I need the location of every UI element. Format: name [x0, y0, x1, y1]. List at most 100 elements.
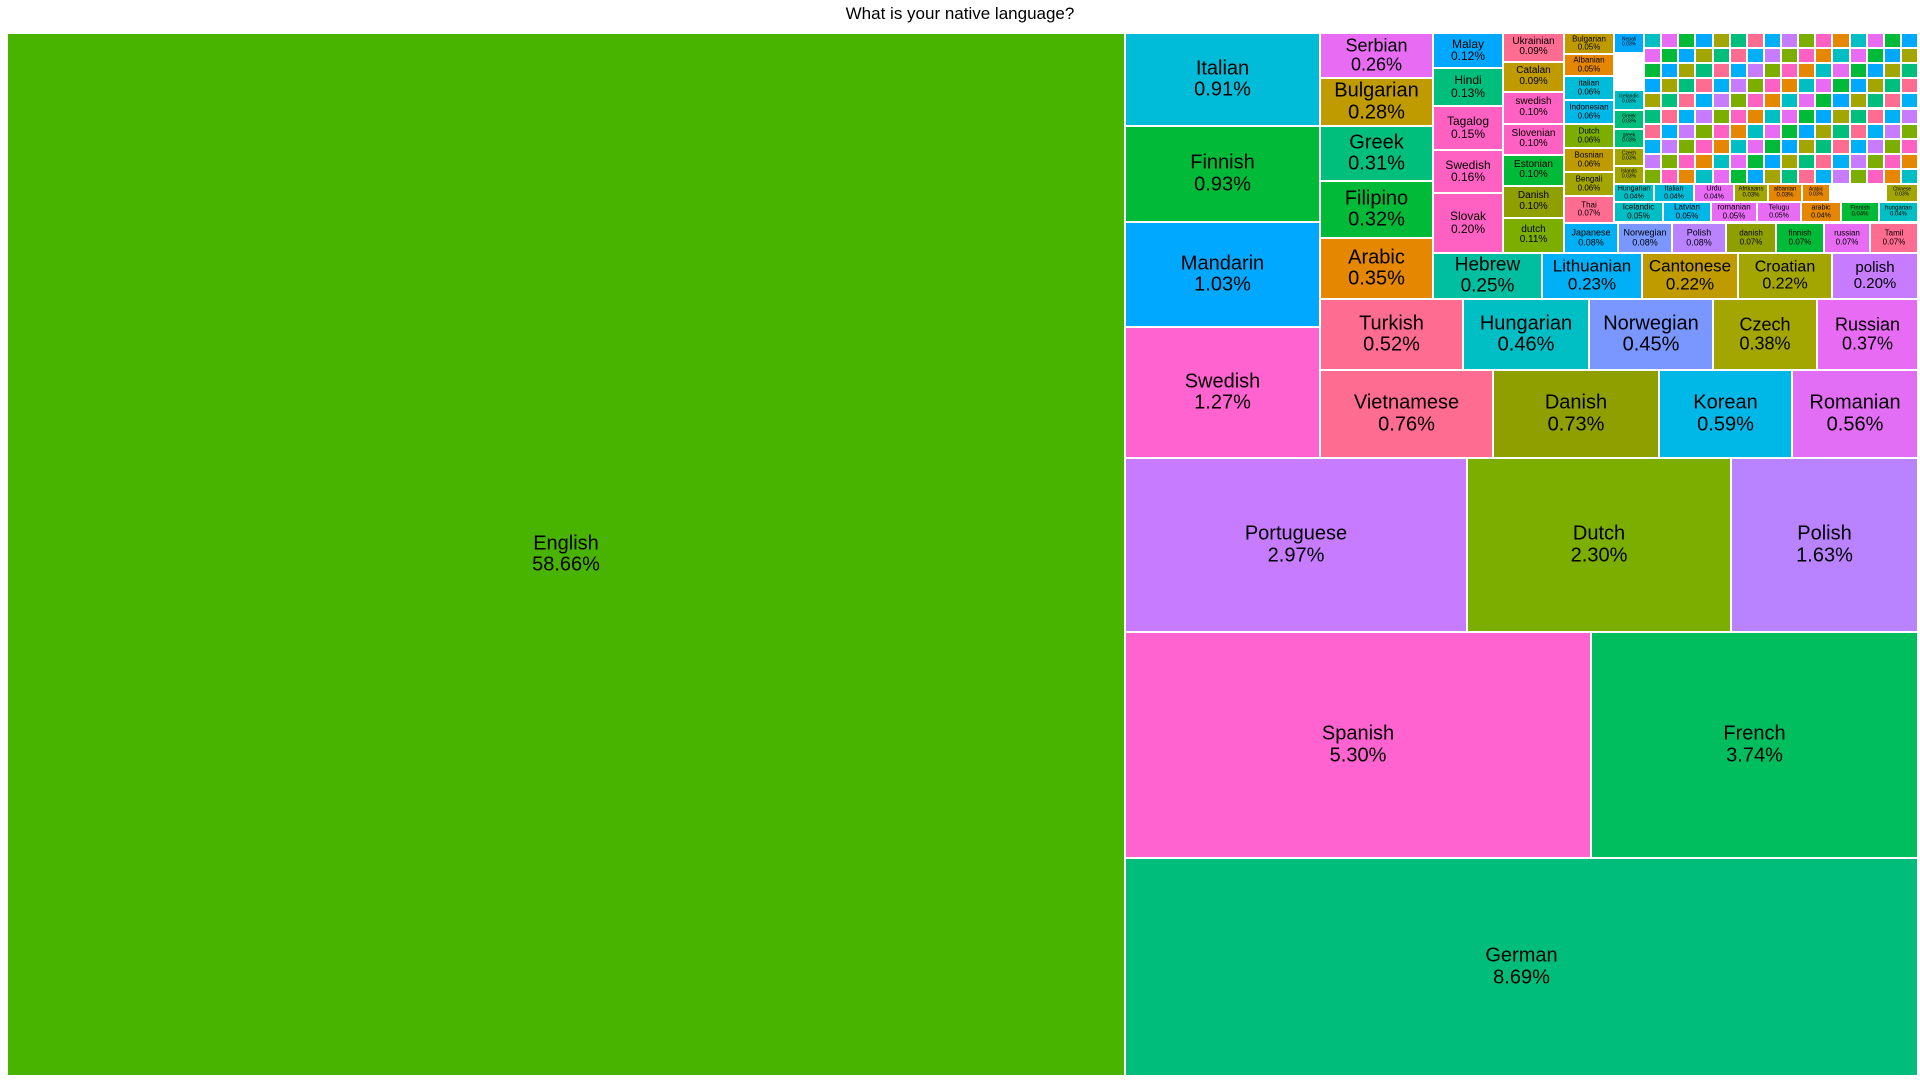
treemap-small-cell: [1763, 93, 1781, 109]
treemap-small-cell: [1763, 33, 1781, 49]
cell-percentage: 0.04%: [1704, 193, 1724, 200]
treemap-small-cell: [1729, 138, 1747, 154]
treemap-cell-label: Czech 0.38%: [1714, 314, 1816, 354]
cell-language-name: Bulgarian: [1572, 33, 1606, 43]
cell-language-name: Arabic: [1348, 245, 1405, 268]
cell-language-name: Malay: [1451, 36, 1484, 51]
cell-percentage: 0.05%: [1577, 42, 1601, 52]
treemap-cell-label: Czech 0.03%: [1615, 151, 1643, 163]
treemap-small-cell: [1883, 138, 1901, 154]
treemap-cell-label: Icelandic 0.05%: [1615, 203, 1662, 220]
cell-percentage: 0.56%: [1826, 413, 1884, 435]
treemap-cell-label: Norwegian 0.08%: [1619, 228, 1671, 247]
cell-language-name: Afrikaans: [1738, 186, 1764, 193]
treemap-small-cell: [1900, 78, 1918, 94]
treemap-cell-label: Albanian 0.05%: [1565, 56, 1613, 73]
cell-percentage: 0.03%: [1621, 156, 1637, 162]
treemap-cell-label: romanian 0.05%: [1712, 203, 1756, 220]
treemap-small-cell: [1661, 123, 1679, 139]
treemap-cell: Finnish 0.04%: [1841, 202, 1879, 222]
treemap-small-cell: [1712, 93, 1730, 109]
cell-percentage: 0.09%: [1519, 76, 1548, 87]
cell-percentage: 0.10%: [1519, 107, 1548, 118]
cell-language-name: Polish: [1686, 227, 1712, 238]
treemap-small-cell: [1781, 48, 1799, 64]
cell-percentage: 0.04%: [1811, 212, 1831, 219]
treemap-cell-label: Spanish 5.30%: [1126, 723, 1590, 766]
treemap-small-cell: [1832, 33, 1850, 49]
treemap-small-cell: [1729, 123, 1747, 139]
treemap-small-cell: [1661, 63, 1679, 79]
treemap-small-cell: [1661, 153, 1679, 169]
treemap-cell-label: polish 0.20%: [1833, 259, 1917, 292]
treemap-small-cell: [1746, 93, 1764, 109]
cell-language-name: Norwegian: [1623, 227, 1667, 238]
treemap-small-cell: [1678, 63, 1696, 79]
cell-percentage: 0.91%: [1194, 78, 1251, 101]
cell-language-name: swedish: [1515, 96, 1552, 108]
treemap-small-cell: [1695, 48, 1713, 64]
treemap-cell: Hindi 0.13%: [1433, 68, 1503, 106]
cell-percentage: 0.06%: [1577, 111, 1601, 120]
treemap-cell-label: Italian 0.91%: [1126, 57, 1319, 101]
treemap-cell-label: Ukrainian 0.09%: [1504, 36, 1563, 59]
treemap-small-cell: [1815, 153, 1833, 169]
cell-language-name: Dutch: [1578, 126, 1600, 136]
treemap-cell: Japanese 0.08%: [1564, 223, 1618, 253]
cell-percentage: 0.46%: [1497, 333, 1555, 356]
treemap-small-cell: [1900, 153, 1918, 169]
treemap-small-cell: [1815, 33, 1833, 49]
cell-language-name: English: [533, 531, 599, 554]
treemap-small-cell: [1678, 168, 1696, 184]
treemap-cell: romanian 0.05%: [1711, 202, 1757, 222]
treemap-cell-label: Arabic 0.35%: [1321, 245, 1432, 290]
treemap-small-cell: [1815, 78, 1833, 94]
treemap-small-cell: [1729, 108, 1747, 124]
treemap-cell: italian 0.06%: [1564, 76, 1614, 100]
cell-language-name: Nepali: [1621, 36, 1637, 43]
treemap-cell-label: Hungarian 0.04%: [1615, 185, 1653, 200]
treemap-cell-label: Serbian 0.26%: [1321, 35, 1432, 75]
treemap-cell-label: German 8.69%: [1126, 945, 1917, 988]
cell-percentage: 0.04%: [1851, 212, 1869, 218]
treemap-cell-label: swedish 0.10%: [1504, 96, 1563, 119]
treemap-cell-label: Russian 0.37%: [1818, 314, 1917, 354]
treemap-small-cell: [1832, 153, 1850, 169]
treemap-small-cell: [1849, 153, 1867, 169]
treemap-small-cell: [1798, 93, 1816, 109]
cell-language-name: Spanish: [1321, 722, 1395, 745]
cell-language-name: Mandarin: [1180, 251, 1265, 274]
cell-language-name: Urdu: [1706, 185, 1722, 193]
cell-percentage: 0.10%: [1519, 169, 1548, 181]
treemap-small-cell: [1729, 168, 1747, 184]
treemap-cell: Greek 0.31%: [1320, 126, 1433, 181]
treemap-small-cell: [1763, 168, 1781, 184]
treemap-cell-label: arabic 0.04%: [1802, 204, 1840, 219]
treemap-cell: Polish 0.08%: [1672, 223, 1726, 253]
cell-language-name: Polish: [1797, 522, 1852, 545]
cell-percentage: 0.07%: [1835, 237, 1859, 246]
treemap-small-cell: [1661, 93, 1679, 109]
treemap-cell: greek 0.03%: [1614, 129, 1644, 148]
cell-language-name: Slovenian: [1511, 127, 1556, 139]
cell-percentage: 0.12%: [1450, 49, 1486, 64]
treemap-small-cell: [1781, 63, 1799, 79]
cell-percentage: 0.05%: [1675, 211, 1699, 220]
treemap-small-cell: [1661, 138, 1679, 154]
cell-language-name: Hungarian: [1617, 185, 1651, 193]
treemap-small-cell: [1729, 153, 1747, 169]
treemap-cell-label: Slovenian 0.10%: [1504, 127, 1563, 151]
treemap-cell-label: Telugu 0.05%: [1758, 204, 1800, 219]
cell-percentage: 0.05%: [1722, 211, 1746, 220]
cell-percentage: 0.08%: [1632, 237, 1658, 247]
treemap-small-cell: [1832, 78, 1850, 94]
treemap-small-cell: [1746, 63, 1764, 79]
cell-percentage: 1.03%: [1194, 273, 1251, 296]
treemap-small-cell: [1763, 108, 1781, 124]
treemap-cell-label: Tagalog 0.15%: [1434, 115, 1502, 141]
treemap-small-cell: [1644, 63, 1662, 79]
cell-language-name: greek: [1622, 132, 1636, 139]
cell-percentage: 0.03%: [1621, 137, 1637, 144]
treemap-cell-label: Arabic 0.03%: [1803, 187, 1829, 199]
treemap-small-cell: [1781, 153, 1799, 169]
